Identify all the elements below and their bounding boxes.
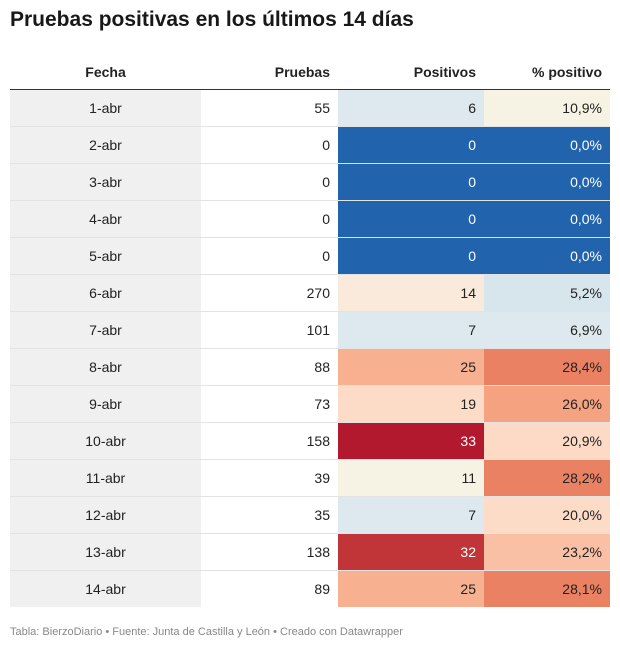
table-row: 2-abr 0 0 0,0% <box>10 126 610 164</box>
cell-pct-positivo: 0,0% <box>484 200 610 238</box>
cell-pruebas: 55 <box>314 100 330 116</box>
cell-pct-positivo: 6,9% <box>484 311 610 349</box>
table-row: 1-abr 55 6 10,9% <box>10 89 610 127</box>
column-header-positivos: Positivos <box>338 54 484 90</box>
cell-fecha: 6-abr <box>10 274 201 312</box>
cell-positivos: 19 <box>338 385 484 423</box>
header-row: Fecha Pruebas Positivos % positivo <box>10 54 610 90</box>
cell-positivos: 7 <box>338 311 484 349</box>
cell-positivos: 11 <box>338 459 484 497</box>
column-header-pct-positivo: % positivo <box>484 54 610 90</box>
data-table: Fecha Pruebas Positivos % positivo 1-abr… <box>10 54 610 607</box>
cell-fecha: 8-abr <box>10 348 201 386</box>
cell-pct-positivo: 20,0% <box>484 496 610 534</box>
cell-pct-positivo: 26,0% <box>484 385 610 423</box>
cell-fecha: 9-abr <box>10 385 201 423</box>
cell-pct-positivo: 0,0% <box>484 237 610 275</box>
cell-pruebas: 158 <box>201 422 338 460</box>
table-row: 7-abr 101 7 6,9% <box>10 311 610 349</box>
table-row: 13-abr 138 32 23,2% <box>10 533 610 571</box>
table-row: 10-abr 158 33 20,9% <box>10 422 610 460</box>
cell-positivos: 0 <box>338 163 484 201</box>
cell-pct-positivo: 10,9% <box>484 89 610 127</box>
cell-pruebas: 39 <box>201 459 338 497</box>
cell-positivos: 25 <box>338 348 484 386</box>
cell-pruebas: 270 <box>201 274 338 312</box>
cell-positivos: 7 <box>338 496 484 534</box>
table-row: 9-abr 73 19 26,0% <box>10 385 610 423</box>
cell-positivos: 25 <box>338 570 484 607</box>
table-body: 1-abr 55 6 10,9% 2-abr 0 0 0,0% 3-abr 0 0 0,0% 4-abr… <box>10 89 610 607</box>
cell-fecha: 10-abr <box>10 422 201 460</box>
cell-pruebas: 73 <box>201 385 338 423</box>
cell-pct-positivo: 5,2% <box>484 274 610 312</box>
cell-pct-positivo: 0,0% <box>484 163 610 201</box>
table-row: 6-abr 270 14 5,2% <box>10 274 610 312</box>
cell-positivos: 6 <box>338 89 484 127</box>
cell-pct-positivo: 28,4% <box>484 348 610 386</box>
cell-pruebas: 0 <box>201 237 338 275</box>
cell-pruebas: 0 <box>201 200 338 238</box>
cell-pruebas: 0 <box>201 126 338 164</box>
cell-pruebas: 35 <box>201 496 338 534</box>
table-row: 5-abr 0 0 0,0% <box>10 237 610 275</box>
cell-pruebas: 138 <box>201 533 338 571</box>
cell-fecha: 14-abr <box>10 570 201 607</box>
cell-positivos: 32 <box>338 533 484 571</box>
table-row: 12-abr 35 7 20,0% <box>10 496 610 534</box>
cell-pct-positivo: 28,1% <box>484 570 610 607</box>
column-header-pruebas: Pruebas <box>201 54 338 90</box>
cell-pct-positivo: 0,0% <box>484 126 610 164</box>
column-header-fecha: Fecha <box>10 54 201 90</box>
footer-credits: Tabla: BierzoDiario • Fuente: Junta de C… <box>10 626 403 638</box>
cell-positivos: 0 <box>338 200 484 238</box>
cell-pruebas: 101 <box>201 311 338 349</box>
cell-pruebas: 89 <box>201 570 338 607</box>
page-title: Pruebas positivas en los últimos 14 días <box>10 8 414 31</box>
cell-positivos: 33 <box>338 422 484 460</box>
table-row: 3-abr 0 0 0,0% <box>10 163 610 201</box>
cell-fecha: 13-abr <box>10 533 201 571</box>
cell-pruebas: 88 <box>201 348 338 386</box>
cell-positivos: 14 <box>338 274 484 312</box>
cell-positivos: 0 <box>338 237 484 275</box>
table-row: 8-abr 88 25 28,4% <box>10 348 610 386</box>
cell-pct-positivo: 28,2% <box>484 459 610 497</box>
cell-fecha: 7-abr <box>10 311 201 349</box>
cell-fecha: 11-abr <box>10 459 201 497</box>
table-row: 14-abr 89 25 28,1% <box>10 570 610 607</box>
cell-fecha: 12-abr <box>10 496 201 534</box>
cell-fecha: 2-abr <box>10 126 201 164</box>
cell-fecha: 3-abr <box>10 163 201 201</box>
cell-fecha: 5-abr <box>10 237 201 275</box>
cell-fecha: 4-abr <box>10 200 201 238</box>
cell-fecha: 1-abr <box>10 89 201 127</box>
cell-pct-positivo: 20,9% <box>484 422 610 460</box>
cell-pruebas: 0 <box>201 163 338 201</box>
table-row: 11-abr 39 11 28,2% <box>10 459 610 497</box>
cell-positivos: 0 <box>338 126 484 164</box>
table-row: 4-abr 0 0 0,0% <box>10 200 610 238</box>
cell-pct-positivo: 23,2% <box>484 533 610 571</box>
